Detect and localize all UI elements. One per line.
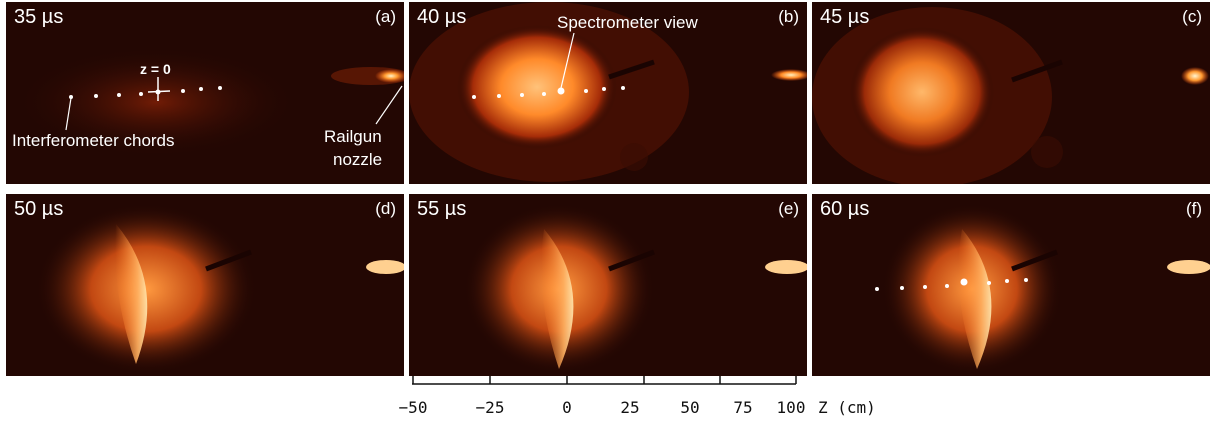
panel-d: 50 µs (d) <box>6 194 404 376</box>
plasma-image-b <box>409 2 807 184</box>
panel-id: (f) <box>1185 199 1202 218</box>
z0-label: z = 0 <box>140 61 171 77</box>
spectrometer-label: Spectrometer view <box>557 13 698 32</box>
panel-f: 60 µs (f) <box>812 194 1210 376</box>
time-label: 60 µs <box>820 198 870 220</box>
interferometer-chord-markers <box>875 278 1028 291</box>
axis-tick-label: 100 <box>776 398 806 417</box>
plasma-image-e <box>409 194 807 376</box>
panel-e: 55 µs (e) <box>409 194 807 376</box>
axis-tick-label: 0 <box>562 398 572 417</box>
time-label: 45 µs <box>820 6 870 28</box>
plasma-image-a <box>6 2 404 184</box>
panel-id: (c) <box>1182 7 1202 26</box>
axis-tick-label: 25 <box>620 398 640 417</box>
plasma-image-f <box>812 194 1210 376</box>
time-label: 40 µs <box>417 6 467 28</box>
axis-tick-label: 75 <box>733 398 753 417</box>
panel-id: (b) <box>778 7 799 26</box>
panel-b: 40 µs (b) Spectrometer view <box>409 2 807 184</box>
axis-tick-label: 50 <box>680 398 700 417</box>
panel-id: (e) <box>778 199 799 218</box>
interferometer-label: Interferometer chords <box>12 131 175 150</box>
time-label: 50 µs <box>14 198 64 220</box>
axis-tick-label: −25 <box>475 398 505 417</box>
time-label: 35 µs <box>14 6 64 28</box>
interferometer-chord-markers <box>65 77 403 131</box>
panel-id: (d) <box>375 199 396 218</box>
panel-c: 45 µs (c) <box>812 2 1210 184</box>
axis-unit-label: Z (cm) <box>818 398 876 417</box>
plasma-image-d <box>6 194 404 376</box>
nozzle-label: nozzle <box>333 150 383 169</box>
panel-id: (a) <box>375 7 396 26</box>
railgun-label: Railgun <box>324 127 382 146</box>
interferometer-chord-markers <box>472 32 625 99</box>
panel-a: 35 µs (a) z = 0 Interferometer chords Ra… <box>6 2 404 184</box>
time-label: 55 µs <box>417 198 467 220</box>
axis-tick-label: −50 <box>398 398 428 417</box>
plasma-image-c <box>812 2 1210 184</box>
